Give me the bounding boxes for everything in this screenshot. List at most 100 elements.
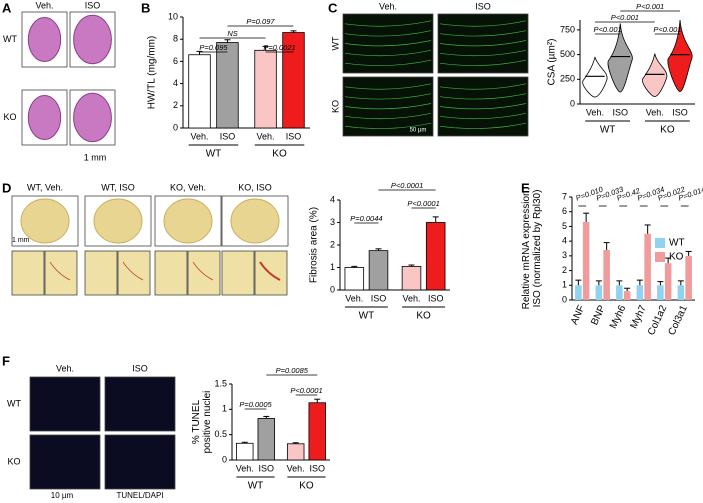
heart-section [163, 198, 213, 244]
y-tick-label: 500 [560, 49, 575, 59]
y-tick-label: 2 [173, 100, 178, 110]
bar [677, 285, 685, 300]
x-tick-label: ISO [612, 107, 628, 117]
panel-label: C [328, 0, 338, 15]
panel-label: F [2, 353, 10, 368]
violin [667, 19, 693, 93]
column-label: Veh. [56, 363, 74, 373]
fiber [439, 83, 527, 90]
scale-label: 1 mm [12, 237, 30, 244]
y-tick-label: 0 [330, 284, 335, 294]
x-tick-label: ISO [428, 293, 444, 303]
y-tick-label: 0 [570, 98, 575, 108]
bar [616, 285, 623, 300]
y-axis-label: positive nuclei [202, 391, 213, 454]
y-tick-label: 10 [168, 11, 178, 21]
group-label: WT [248, 481, 264, 492]
x-tick-label: ISO [220, 131, 236, 141]
fiber [344, 30, 432, 37]
zoom-image [154, 250, 188, 296]
violin [607, 23, 633, 93]
fiber [439, 93, 527, 100]
p-value: NS [227, 29, 237, 38]
y-tick-label: 4 [562, 236, 567, 246]
zoom-image [117, 250, 151, 296]
fiber [344, 103, 432, 110]
column-label: Veh. [35, 0, 53, 10]
y-tick-label: 3 [562, 250, 567, 260]
group-label: KO [272, 149, 287, 160]
y-tick-label: 1.5 [214, 378, 227, 388]
column-label: WT, Veh. [27, 182, 63, 192]
x-tick-label: ISO [672, 107, 688, 117]
p-value: P=0.097 [246, 17, 275, 26]
micrograph [437, 76, 529, 137]
heart-section [20, 198, 70, 244]
x-tick-label: ISO [259, 463, 275, 473]
fiber [344, 112, 432, 120]
bar [595, 285, 603, 300]
fibrosis [259, 261, 281, 281]
fiber [439, 49, 527, 57]
violin [582, 56, 608, 98]
y-tick-label: 1 [330, 262, 335, 272]
bar [286, 443, 305, 461]
y-tick-label: 2 [562, 265, 567, 275]
scale-label: 50 µm [410, 128, 427, 134]
panel-label: E [521, 180, 530, 195]
micrograph [29, 376, 101, 432]
panel-label: D [2, 180, 11, 195]
bar [603, 249, 610, 300]
x-tick-label: Myh6 [608, 303, 628, 330]
zoom-image [187, 250, 221, 296]
bar [636, 285, 644, 300]
y-tick-label: 0 [562, 294, 567, 304]
x-tick-label: ISO [310, 463, 326, 473]
row-label: KO [7, 456, 20, 466]
y-tick-label: 5 [562, 221, 567, 231]
y-tick-label: 750 [560, 24, 575, 34]
bar [685, 255, 692, 300]
x-tick-label: Veh. [236, 463, 254, 473]
micrograph [104, 434, 176, 490]
micrograph [342, 76, 434, 137]
legend-label: WT [669, 238, 685, 249]
y-tick-label: 0.5 [214, 429, 227, 439]
x-tick-label: Veh. [287, 463, 305, 473]
p-value: P<0.001 [611, 13, 639, 22]
zoom-image [11, 250, 45, 296]
p-value: P<0.0001 [407, 199, 439, 208]
legend-swatch [655, 238, 665, 248]
zoom-image [84, 250, 118, 296]
p-value: P<0.0001 [290, 386, 322, 395]
heart-section [27, 95, 62, 140]
fiber [439, 20, 527, 27]
legend-swatch [655, 252, 665, 262]
x-tick-label: ISO [371, 293, 387, 303]
fiber [439, 122, 527, 129]
group-label: KO [299, 481, 314, 492]
x-tick-label: Myh7 [629, 303, 649, 330]
fiber [344, 49, 432, 57]
x-tick-label: BNP [589, 303, 608, 327]
y-tick-label: 2 [330, 239, 335, 249]
column-label: Veh. [379, 1, 397, 11]
y-tick-label: 8 [173, 34, 178, 44]
p-value: P=0.0005 [239, 400, 272, 409]
bar [344, 267, 365, 291]
fiber [439, 112, 527, 120]
bar [216, 42, 239, 129]
bar [401, 265, 422, 291]
fibrosis [49, 261, 71, 281]
panel-label: B [141, 0, 150, 15]
fiber [344, 20, 432, 27]
group-label: WT [600, 125, 616, 136]
bar [257, 418, 276, 461]
fiber [344, 59, 432, 66]
fibrosis [192, 261, 214, 281]
y-tick-label: 1 [222, 404, 227, 414]
row-label: KO [3, 112, 16, 122]
fiber [439, 40, 527, 47]
p-value: P<0.001 [594, 25, 622, 34]
row-label: WT [330, 36, 340, 50]
